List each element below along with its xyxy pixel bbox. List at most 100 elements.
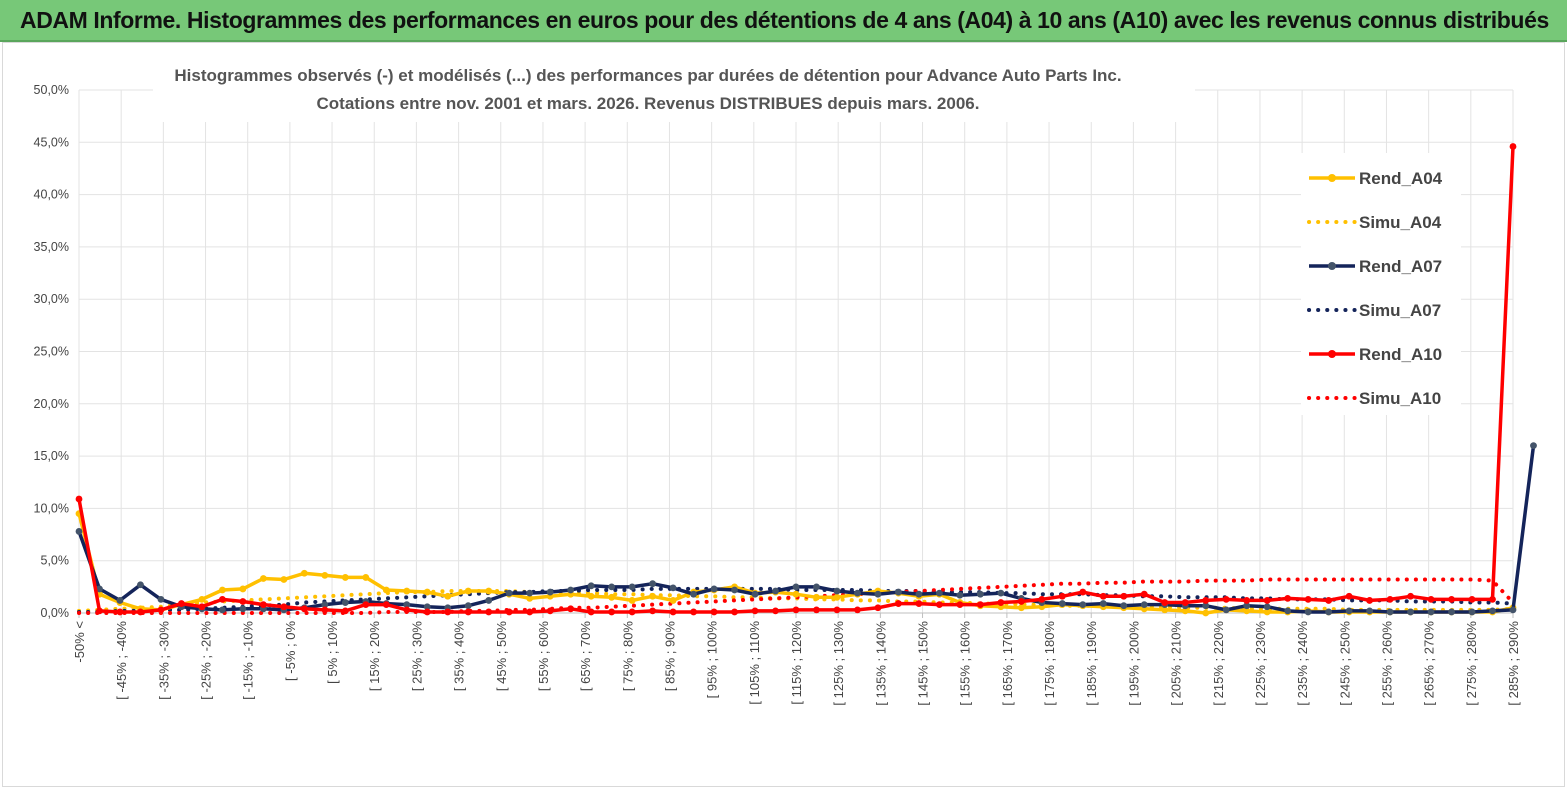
x-tick-label: [ -45% ; -40%	[114, 621, 129, 700]
data-point	[219, 606, 226, 614]
data-point	[157, 606, 165, 614]
data-point	[1099, 600, 1107, 607]
data-point	[1099, 592, 1107, 600]
x-tick-label: [ 285% ; 290%	[1506, 621, 1521, 706]
data-point	[485, 587, 493, 595]
data-point	[280, 603, 288, 611]
data-point	[1325, 608, 1333, 616]
data-point	[669, 584, 677, 592]
x-tick-label: [ 95% ; 100%	[705, 621, 720, 699]
data-point	[792, 583, 800, 591]
data-point	[915, 600, 923, 607]
legend-background	[1301, 153, 1461, 415]
data-point	[321, 606, 329, 614]
data-point	[608, 593, 616, 601]
data-point	[854, 606, 861, 614]
data-point	[1243, 602, 1251, 610]
data-point	[1509, 606, 1517, 614]
data-point	[792, 590, 800, 598]
data-point	[526, 608, 534, 616]
y-tick-label: 20,0%	[34, 397, 69, 411]
chart-area: 0,0% 5,0% 10,0% 15,0% 20,0% 25,0% 30,0% 35,0% 40…	[2, 42, 1565, 787]
data-point	[1407, 608, 1414, 616]
x-tick-label: [ 265% ; 270%	[1422, 621, 1437, 706]
data-point	[1079, 588, 1087, 596]
data-point	[669, 608, 677, 616]
data-point	[1120, 602, 1128, 610]
data-point	[505, 608, 513, 616]
data-point	[75, 528, 83, 535]
x-tick-label: [ 215% ; 220%	[1211, 621, 1226, 706]
data-point	[997, 589, 1005, 597]
data-point	[854, 589, 861, 597]
data-point	[1058, 600, 1066, 607]
data-point	[1386, 608, 1394, 616]
x-tick-label: [ 195% ; 200%	[1126, 621, 1141, 706]
series-group	[75, 143, 1537, 617]
data-point	[1120, 592, 1128, 600]
chart-title-background	[153, 67, 1195, 122]
x-tick-label: [ 185% ; 190%	[1084, 621, 1099, 706]
x-tick-label: [ 115% ; 120%	[789, 621, 804, 705]
data-point	[382, 586, 390, 594]
data-point	[1222, 606, 1230, 614]
data-point	[690, 608, 697, 616]
data-point	[628, 583, 636, 591]
data-point	[976, 601, 984, 609]
data-point	[403, 601, 411, 609]
data-point	[137, 581, 144, 589]
data-point	[649, 580, 656, 588]
data-point	[526, 594, 534, 602]
data-point	[956, 601, 964, 609]
data-point	[219, 596, 226, 603]
y-tick-label: 5,0%	[41, 554, 70, 568]
data-point	[1284, 594, 1292, 602]
data-point	[505, 589, 513, 597]
data-point	[813, 606, 820, 614]
data-point	[178, 600, 185, 607]
data-point	[710, 585, 718, 593]
data-point	[895, 588, 902, 596]
data-point	[382, 601, 390, 609]
data-point	[219, 586, 226, 594]
data-point	[259, 575, 267, 582]
data-point	[997, 599, 1005, 606]
y-tick-label: 0,0%	[41, 606, 70, 620]
y-tick-label: 35,0%	[34, 240, 69, 254]
data-point	[1489, 596, 1496, 603]
x-tick-label: [ 15% ; 20%	[367, 621, 382, 692]
data-point	[444, 608, 452, 616]
data-point	[1448, 608, 1455, 616]
legend-label: Simu_A07	[1359, 301, 1441, 320]
series-line-Rend_A07	[77, 445, 1536, 614]
data-point	[280, 576, 288, 583]
data-point	[300, 605, 308, 613]
data-point	[1202, 597, 1210, 604]
data-point	[731, 608, 738, 616]
data-point	[936, 601, 943, 609]
data-point	[587, 582, 595, 590]
y-tick-label: 10,0%	[34, 501, 69, 515]
line-chart: 0,0% 5,0% 10,0% 15,0% 20,0% 25,0% 30,0% 35,0% 40…	[34, 66, 1537, 706]
data-point	[976, 590, 984, 598]
data-point	[1038, 596, 1046, 603]
data-point	[198, 603, 206, 611]
data-point	[833, 593, 841, 601]
x-tick-label: [ 225% ; 230%	[1253, 621, 1268, 706]
data-point	[1386, 596, 1394, 603]
data-point	[669, 597, 677, 604]
x-tick-label: [ 65% ; 70%	[578, 621, 593, 692]
x-tick-label: [ 235% ; 240%	[1295, 621, 1310, 706]
data-point	[628, 597, 636, 604]
data-point	[341, 574, 349, 581]
data-point	[1181, 607, 1189, 615]
y-tick-label: 15,0%	[34, 449, 69, 463]
data-point	[956, 591, 964, 599]
x-tick-label: [ 255% ; 260%	[1379, 621, 1394, 706]
data-point	[1017, 598, 1025, 605]
x-tick-label: [ 125% ; 130%	[831, 621, 846, 706]
x-tick-label: [ 25% ; 30%	[409, 621, 424, 692]
data-point	[587, 608, 595, 616]
x-tick-label: [ 5% ; 10%	[325, 621, 340, 684]
x-tick-label: [ 105% ; 110%	[747, 621, 762, 705]
